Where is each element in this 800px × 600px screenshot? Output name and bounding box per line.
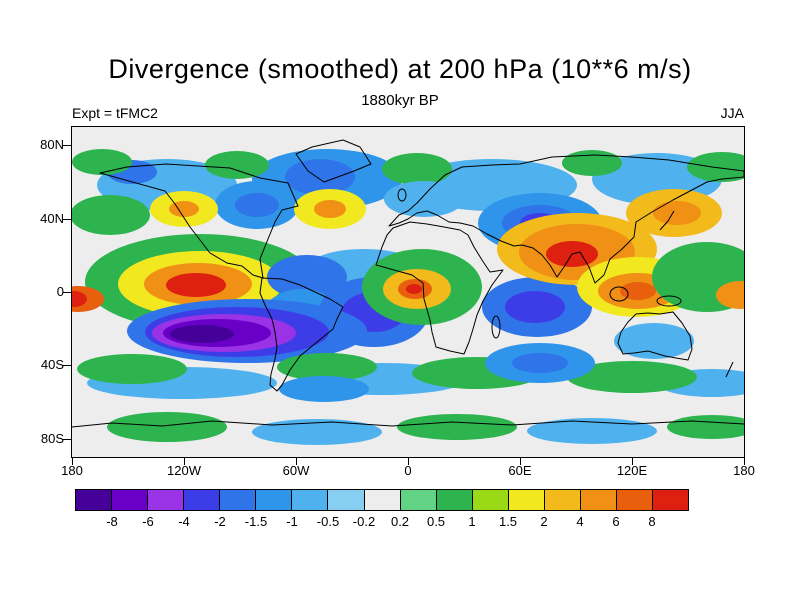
axis-tick	[63, 219, 71, 220]
lon-tick-60e: 60E	[508, 463, 532, 478]
axis-tick	[72, 458, 73, 465]
coastlines	[71, 139, 745, 428]
colorbar-tick: -1	[286, 514, 298, 529]
colorbar-tick: 1	[468, 514, 476, 529]
lon-tick-0: 0	[404, 463, 412, 478]
experiment-label: Expt = tFMC2	[72, 105, 158, 121]
colorbar-swatch	[256, 490, 293, 510]
lat-tick-80n: 80N	[40, 137, 64, 152]
colorbar-tick: 4	[576, 514, 584, 529]
colorbar-swatch	[544, 490, 581, 510]
map-plot-area	[52, 126, 767, 458]
colorbar-swatch	[653, 490, 689, 510]
axis-tick	[520, 458, 521, 465]
axis-tick	[63, 145, 71, 146]
colorbar-swatch	[184, 490, 221, 510]
colorbar-swatch	[472, 490, 509, 510]
colorbar-swatch	[148, 490, 185, 510]
lat-tick-80s: 80S	[40, 431, 64, 446]
colorbar-swatch	[112, 490, 149, 510]
world-map-canvas	[52, 127, 767, 457]
axis-tick	[296, 458, 297, 465]
colorbar-swatch	[400, 490, 437, 510]
colorbar-tick: -2	[214, 514, 226, 529]
lat-tick-40n: 40N	[40, 211, 64, 226]
colorbar-swatch	[616, 490, 653, 510]
axis-tick	[63, 292, 71, 293]
colorbar-tick: 1.5	[498, 514, 518, 529]
colorbar-tick: 6	[612, 514, 620, 529]
lat-tick-40s: 40S	[40, 357, 64, 372]
lat-tick-eq: 0	[56, 284, 64, 299]
axis-tick	[408, 458, 409, 465]
lon-tick-60w: 60W	[282, 463, 310, 478]
season-label: JJA	[720, 105, 744, 121]
axis-tick	[63, 439, 71, 440]
colorbar-tick: -4	[178, 514, 190, 529]
chart-subtitle: 1880kyr BP	[361, 92, 439, 109]
colorbar-swatch	[508, 490, 545, 510]
colorbar-swatch	[292, 490, 329, 510]
axis-tick	[632, 458, 633, 465]
colorbar-tick: -6	[142, 514, 154, 529]
colorbar-tick: -0.2	[352, 514, 376, 529]
colorbar-tick: 2	[540, 514, 548, 529]
lon-tick-180e: 180	[733, 463, 755, 478]
lon-tick-120e: 120E	[616, 463, 648, 478]
colorbar-swatch	[580, 490, 617, 510]
colorbar-swatch	[436, 490, 473, 510]
colorbar-tick: -8	[106, 514, 118, 529]
colorbar-swatch	[364, 490, 401, 510]
axis-tick	[184, 458, 185, 465]
colorbar-tick: -1.5	[244, 514, 268, 529]
axis-tick	[744, 458, 745, 465]
colorbar-tick-labels: -8 -6 -4 -2 -1.5 -1 -0.5 -0.2 0.2 0.5 1 …	[76, 514, 688, 530]
chart-title: Divergence (smoothed) at 200 hPa (10**6 …	[108, 54, 692, 84]
contour-fill-blobs	[52, 149, 767, 445]
colorbar-tick: 0.5	[426, 514, 446, 529]
colorbar-swatch	[76, 490, 113, 510]
colorbar-swatch	[328, 490, 365, 510]
colorbar-tick: 0.2	[390, 514, 410, 529]
colorbar-swatch	[220, 490, 257, 510]
lon-tick-180w: 180	[61, 463, 83, 478]
colorbar-tick: -0.5	[316, 514, 340, 529]
lon-tick-120w: 120W	[167, 463, 201, 478]
colorbar-tick: 8	[648, 514, 656, 529]
axis-tick	[63, 365, 71, 366]
colorbar	[75, 489, 689, 511]
